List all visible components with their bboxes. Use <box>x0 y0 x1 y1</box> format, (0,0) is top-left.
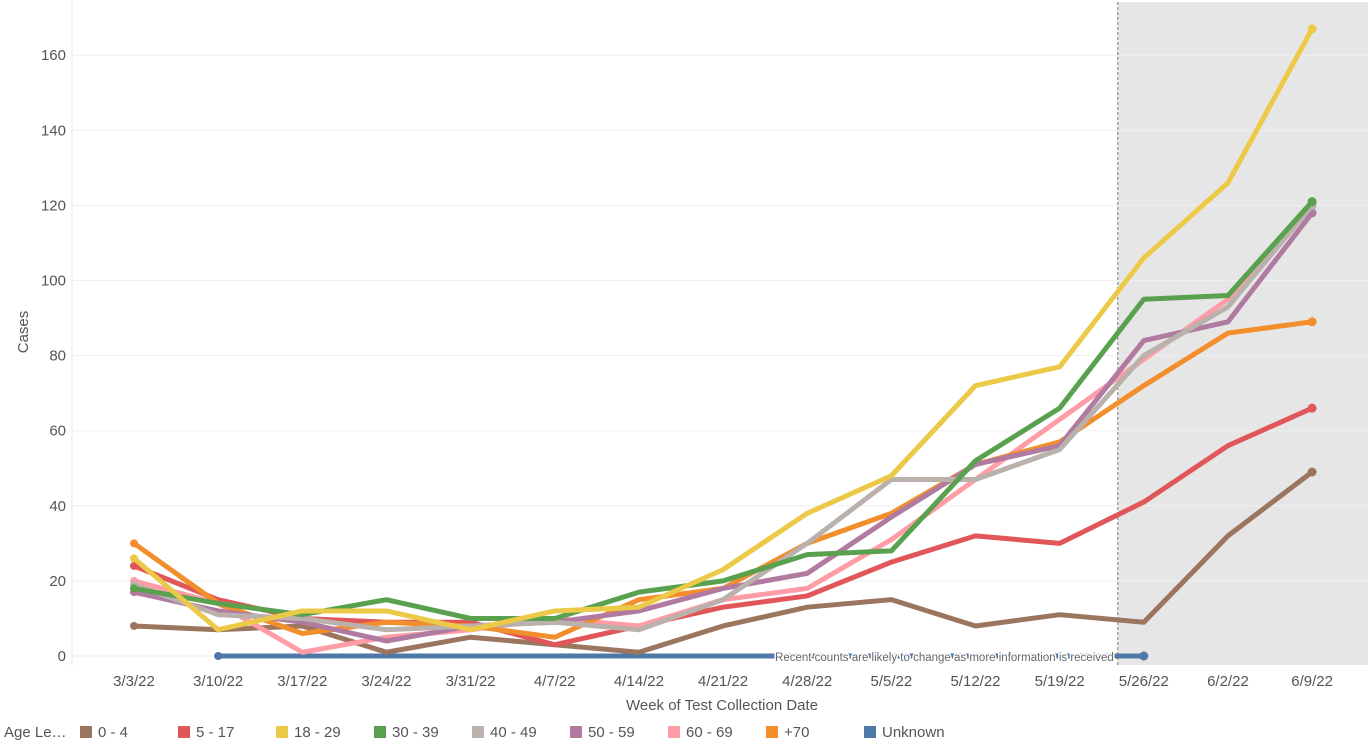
legend-swatch <box>570 726 582 738</box>
legend-label: 18 - 29 <box>294 724 341 741</box>
legend-item-70[interactable]: +70 <box>766 724 809 741</box>
x-axis-label: Week of Test Collection Date <box>626 697 818 714</box>
series-end-point[interactable] <box>1307 24 1317 34</box>
legend-swatch <box>668 726 680 738</box>
y-axis-label: Cases <box>15 311 32 354</box>
legend-swatch <box>472 726 484 738</box>
x-axis-ticks: 3/3/22 3/10/22 3/17/22 3/24/22 3/31/22 4/7/22… <box>113 673 1333 690</box>
legend-item-40-49[interactable]: 40 - 49 <box>472 724 537 741</box>
y-tick-label: 100 <box>41 273 66 290</box>
series-line-50-59[interactable] <box>131 210 1315 644</box>
series-start-point[interactable] <box>130 621 138 630</box>
series-start-point[interactable] <box>130 561 138 570</box>
legend-label: 60 - 69 <box>686 724 733 741</box>
y-tick-label: 160 <box>41 47 66 64</box>
y-tick-label: 120 <box>41 197 66 214</box>
legend-label: 30 - 39 <box>392 724 439 741</box>
series-line-18-29[interactable] <box>131 26 1315 633</box>
legend-swatch <box>864 726 876 738</box>
y-tick-label: 80 <box>49 348 66 365</box>
legend-item-18-29[interactable]: 18 - 29 <box>276 724 341 741</box>
x-tick-label: 4/28/22 <box>782 673 832 690</box>
legend-item-unknown[interactable]: Unknown <box>864 724 945 741</box>
legend-item-60-69[interactable]: 60 - 69 <box>668 724 733 741</box>
series-line-40-49[interactable] <box>131 202 1315 633</box>
recent-counts-annotation: Recent counts are likely to change as mo… <box>775 652 1114 664</box>
x-tick-label: 4/14/22 <box>614 673 664 690</box>
y-tick-label: 0 <box>58 648 66 665</box>
x-tick-label: 5/26/22 <box>1119 673 1169 690</box>
legend-label: Unknown <box>882 724 945 741</box>
x-tick-label: 4/7/22 <box>534 673 576 690</box>
x-tick-label: 3/24/22 <box>361 673 411 690</box>
series-end-point[interactable] <box>1307 317 1317 327</box>
legend-label: 50 - 59 <box>588 724 635 741</box>
series-start-point[interactable] <box>130 554 138 563</box>
legend-label: +70 <box>784 724 810 741</box>
series-end-point[interactable] <box>1307 403 1317 413</box>
legend-title[interactable]: Age Le… <box>4 724 67 741</box>
series-end-point[interactable] <box>1307 467 1317 477</box>
legend-label: 40 - 49 <box>490 724 537 741</box>
series-lines <box>130 24 1317 661</box>
legend-label: 0 - 4 <box>98 724 129 741</box>
legend-swatch <box>80 726 92 738</box>
legend: Age Le… 0 - 4 5 - 17 18 - 29 30 - 39 40 - 49… <box>4 722 1004 744</box>
x-tick-label: 4/21/22 <box>698 673 748 690</box>
x-tick-label: 6/9/22 <box>1291 673 1333 690</box>
series-end-point[interactable] <box>1139 651 1149 661</box>
series-start-point[interactable] <box>130 584 138 593</box>
x-tick-label: 5/19/22 <box>1035 673 1085 690</box>
line-chart: 0 20 40 60 80 100 120 140 160 3/3/22 3/10/22 3/17/… <box>15 2 1368 714</box>
x-tick-label: 5/5/22 <box>870 673 912 690</box>
series-end-point[interactable] <box>1307 197 1317 207</box>
legend-item-5-17[interactable]: 5 - 17 <box>178 724 234 741</box>
legend-item-30-39[interactable]: 30 - 39 <box>374 724 439 741</box>
legend-item-50-59[interactable]: 50 - 59 <box>570 724 635 741</box>
y-axis-ticks: 0 20 40 60 80 100 120 140 160 <box>41 47 66 665</box>
legend-swatch <box>374 726 386 738</box>
x-tick-label: 5/12/22 <box>950 673 1000 690</box>
x-tick-label: 6/2/22 <box>1207 673 1249 690</box>
legend-item-0-4[interactable]: 0 - 4 <box>80 724 128 741</box>
legend-swatch <box>766 726 778 738</box>
x-tick-label: 3/10/22 <box>193 673 243 690</box>
x-tick-label: 3/17/22 <box>277 673 327 690</box>
y-tick-label: 20 <box>49 573 66 590</box>
series-line-0-4[interactable] <box>131 469 1315 655</box>
x-tick-label: 3/31/22 <box>446 673 496 690</box>
legend-swatch <box>276 726 288 738</box>
y-tick-label: 60 <box>49 423 66 440</box>
y-tick-label: 40 <box>49 498 66 515</box>
legend-swatch <box>178 726 190 738</box>
series-start-point[interactable] <box>130 539 138 548</box>
series-start-point[interactable] <box>214 652 223 660</box>
x-tick-label: 3/3/22 <box>113 673 155 690</box>
legend-label: 5 - 17 <box>196 724 235 741</box>
y-tick-label: 140 <box>41 122 66 139</box>
